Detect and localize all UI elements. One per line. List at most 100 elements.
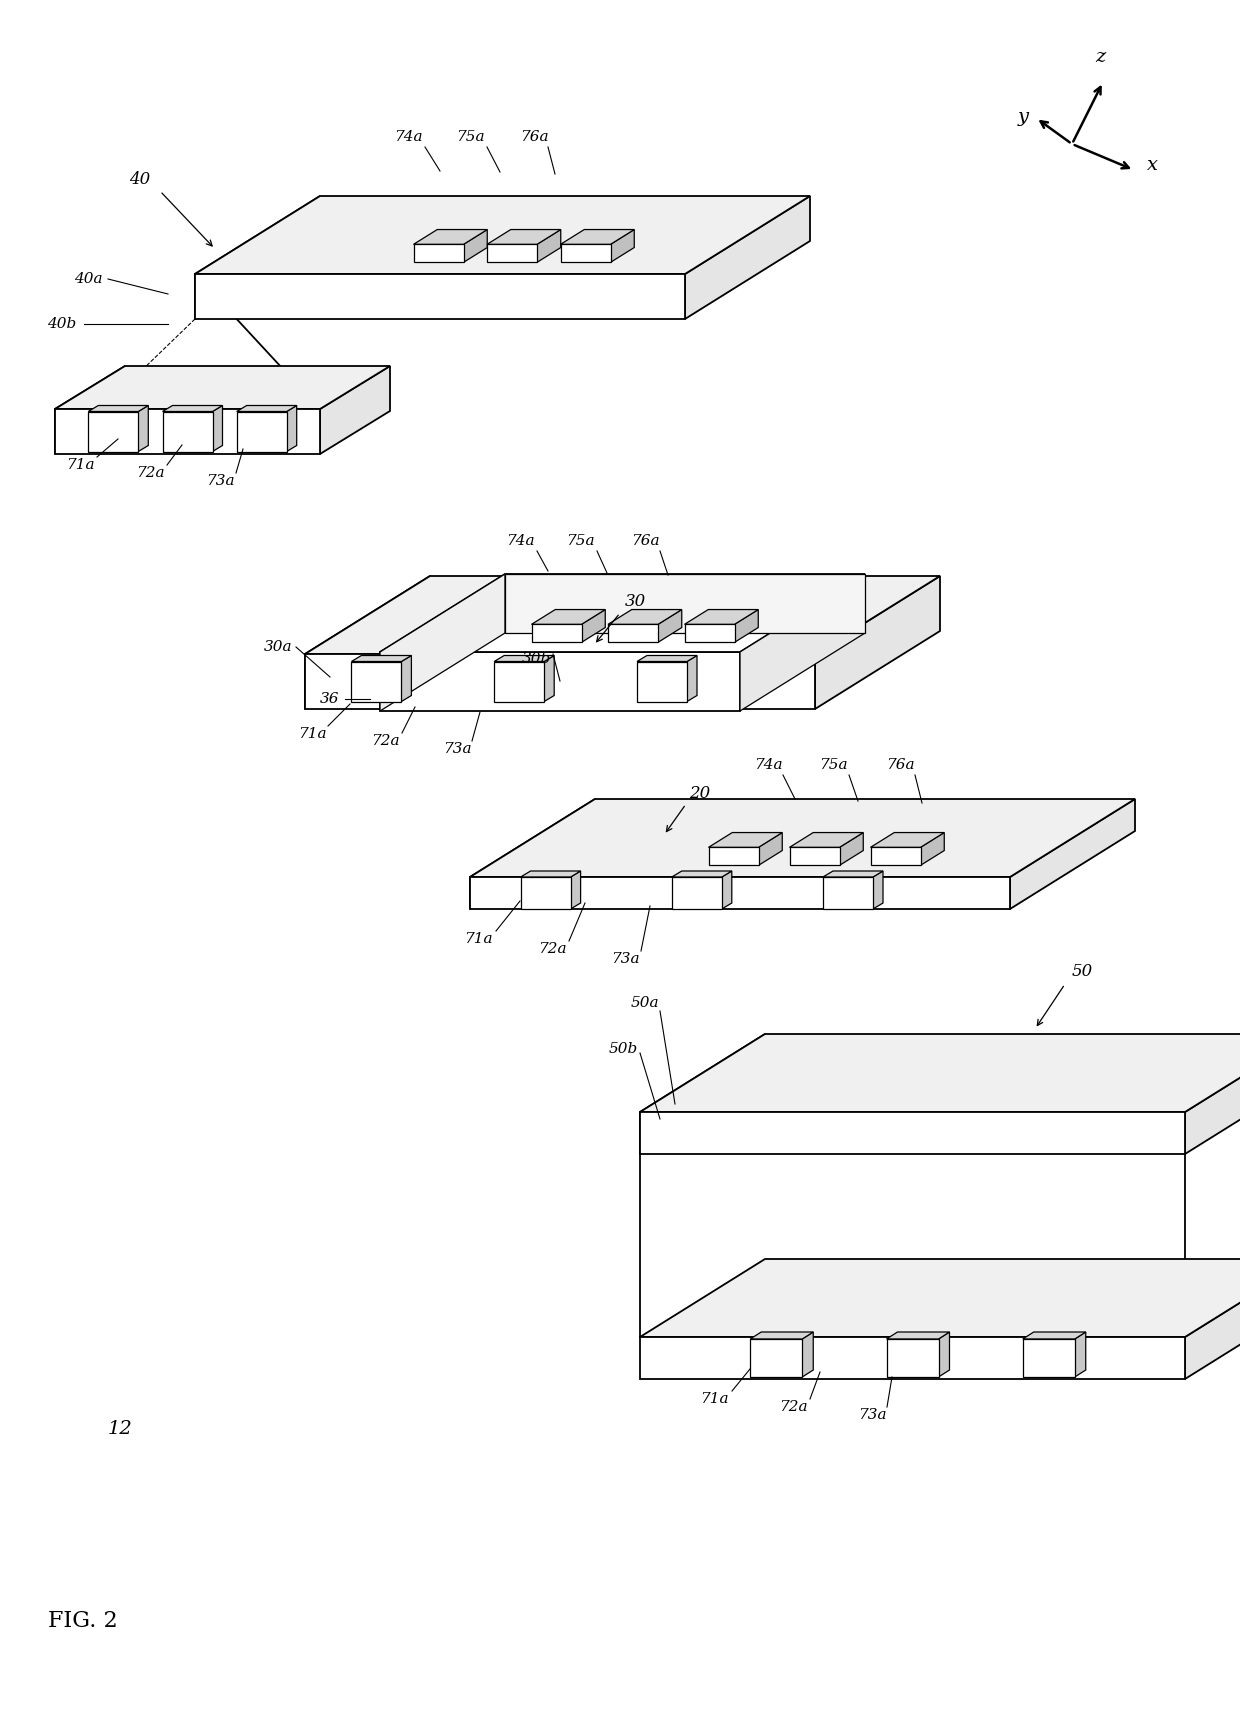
Text: 76a: 76a <box>885 759 914 772</box>
Polygon shape <box>139 405 149 451</box>
Polygon shape <box>379 574 866 653</box>
Polygon shape <box>582 610 605 643</box>
Text: 72a: 72a <box>538 942 567 955</box>
Polygon shape <box>1011 800 1135 909</box>
Polygon shape <box>55 366 125 455</box>
Polygon shape <box>351 656 412 661</box>
Polygon shape <box>939 1331 950 1377</box>
Polygon shape <box>351 661 402 701</box>
Text: 50: 50 <box>1071 962 1092 979</box>
Text: 71a: 71a <box>699 1393 728 1407</box>
Polygon shape <box>305 655 815 709</box>
Polygon shape <box>162 405 222 412</box>
Text: 40: 40 <box>129 171 150 188</box>
Text: 75a: 75a <box>565 533 594 549</box>
Polygon shape <box>684 624 734 643</box>
Text: 72a: 72a <box>371 733 399 749</box>
Polygon shape <box>560 244 610 263</box>
Polygon shape <box>610 229 634 263</box>
Polygon shape <box>487 244 537 263</box>
Polygon shape <box>658 610 682 643</box>
Text: 30b: 30b <box>521 653 551 667</box>
Text: z: z <box>1095 48 1105 67</box>
Text: 73a: 73a <box>610 952 640 966</box>
Polygon shape <box>237 405 296 412</box>
Polygon shape <box>521 877 570 909</box>
Polygon shape <box>870 832 944 848</box>
Polygon shape <box>320 366 391 455</box>
Polygon shape <box>470 800 595 909</box>
Polygon shape <box>1023 1331 1086 1338</box>
Polygon shape <box>672 877 722 909</box>
Polygon shape <box>750 1338 802 1377</box>
Polygon shape <box>1185 1034 1240 1154</box>
Polygon shape <box>55 408 320 455</box>
Polygon shape <box>750 1331 813 1338</box>
Polygon shape <box>1185 1260 1240 1379</box>
Polygon shape <box>734 610 758 643</box>
Text: 74a: 74a <box>393 130 423 144</box>
Text: 20: 20 <box>689 784 711 802</box>
Polygon shape <box>815 576 940 709</box>
Text: 71a: 71a <box>66 458 94 472</box>
Text: 72a: 72a <box>779 1400 807 1413</box>
Polygon shape <box>684 197 810 320</box>
Polygon shape <box>212 405 222 451</box>
Text: 30: 30 <box>625 593 646 610</box>
Polygon shape <box>708 848 759 865</box>
Polygon shape <box>687 656 697 701</box>
Text: 40a: 40a <box>73 272 103 285</box>
Polygon shape <box>495 661 544 701</box>
Polygon shape <box>162 412 212 451</box>
Polygon shape <box>790 848 839 865</box>
Text: 73a: 73a <box>858 1408 887 1422</box>
Polygon shape <box>88 412 139 451</box>
Polygon shape <box>305 576 940 655</box>
Text: 74a: 74a <box>506 533 534 549</box>
Text: 30a: 30a <box>264 639 293 655</box>
Polygon shape <box>1023 1338 1075 1377</box>
Polygon shape <box>505 574 866 632</box>
Polygon shape <box>640 1336 1185 1379</box>
Text: 71a: 71a <box>298 726 326 742</box>
Text: 12: 12 <box>108 1420 133 1437</box>
Polygon shape <box>839 832 863 865</box>
Polygon shape <box>195 197 320 320</box>
Polygon shape <box>920 832 944 865</box>
Text: x: x <box>1147 156 1157 174</box>
Polygon shape <box>532 610 605 624</box>
Text: y: y <box>1018 108 1029 126</box>
Polygon shape <box>544 656 554 701</box>
Text: 73a: 73a <box>443 742 471 755</box>
Polygon shape <box>722 872 732 909</box>
Polygon shape <box>413 229 487 244</box>
Polygon shape <box>560 229 634 244</box>
Polygon shape <box>672 872 732 877</box>
Text: 75a: 75a <box>818 759 847 772</box>
Polygon shape <box>640 1260 1240 1336</box>
Polygon shape <box>790 832 863 848</box>
Polygon shape <box>802 1331 813 1377</box>
Polygon shape <box>870 848 920 865</box>
Polygon shape <box>640 1113 1185 1154</box>
Polygon shape <box>379 653 740 711</box>
Polygon shape <box>464 229 487 263</box>
Polygon shape <box>1075 1331 1086 1377</box>
Polygon shape <box>413 244 464 263</box>
Polygon shape <box>570 872 580 909</box>
Polygon shape <box>487 229 560 244</box>
Polygon shape <box>88 405 149 412</box>
Polygon shape <box>195 197 810 273</box>
Polygon shape <box>537 229 560 263</box>
Text: FIG. 2: FIG. 2 <box>48 1610 118 1632</box>
Polygon shape <box>759 832 782 865</box>
Polygon shape <box>495 656 554 661</box>
Polygon shape <box>887 1338 939 1377</box>
Polygon shape <box>286 405 296 451</box>
Polygon shape <box>195 273 684 320</box>
Polygon shape <box>608 610 682 624</box>
Polygon shape <box>637 661 687 701</box>
Polygon shape <box>708 832 782 848</box>
Polygon shape <box>470 800 1135 877</box>
Polygon shape <box>640 1034 765 1154</box>
